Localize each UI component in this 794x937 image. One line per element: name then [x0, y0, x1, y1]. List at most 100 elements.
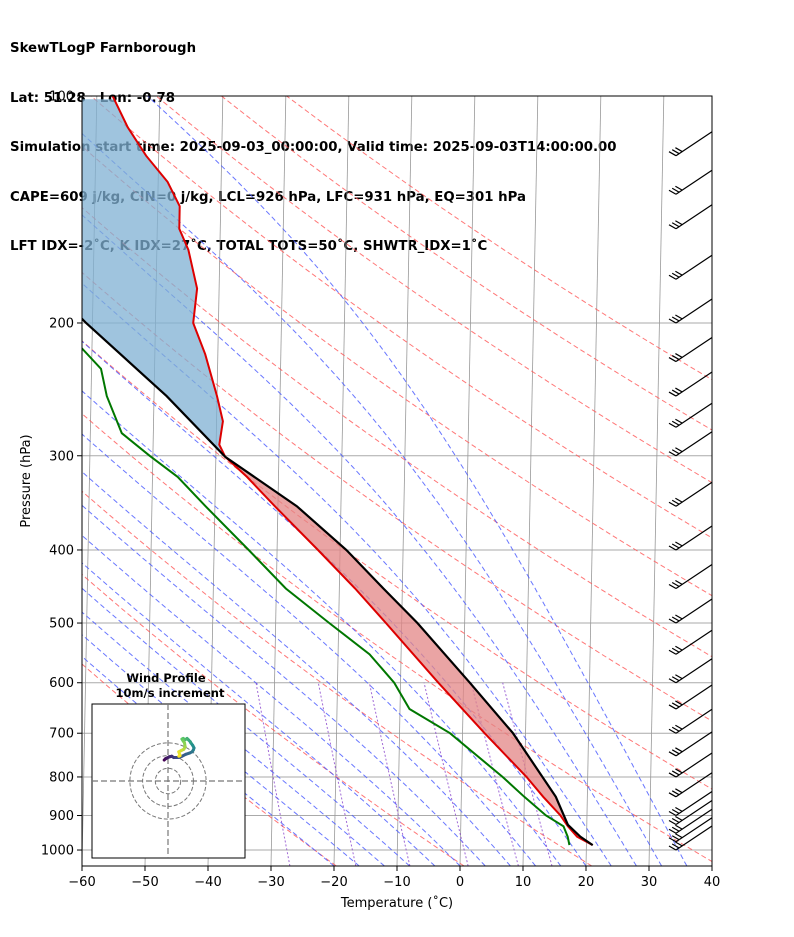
barb-flag [675, 447, 683, 453]
wind-barb [668, 817, 713, 843]
barb-flag [675, 788, 683, 794]
cape-region [82, 99, 226, 457]
x-axis-label: Temperature (˚C) [340, 895, 453, 911]
x-tick-label: 40 [704, 875, 721, 890]
cape-cin-fills [82, 99, 570, 827]
barb-staff [675, 658, 713, 684]
barb-flag [671, 676, 680, 682]
y-tick-label: 800 [49, 770, 74, 785]
wind-barb [668, 684, 713, 710]
barb-flag [675, 645, 683, 651]
wind-barb [668, 629, 713, 655]
hodograph-ring [129, 742, 207, 820]
barb-flag [671, 222, 680, 228]
barb-staff [675, 684, 713, 710]
wind-barb [668, 808, 713, 834]
moist-adiabat [82, 282, 612, 866]
barb-flag [671, 647, 680, 653]
barb-flag [668, 422, 677, 428]
moist-adiabat [82, 132, 663, 866]
barb-flag [668, 678, 677, 684]
barb-flag [671, 187, 680, 193]
barb-flag [671, 355, 680, 361]
barb-flag [675, 768, 683, 774]
barb-flag [671, 817, 680, 824]
barb-flag [668, 819, 677, 826]
barb-staff [675, 254, 713, 280]
barb-flag [668, 318, 677, 324]
isotherm-line [648, 96, 665, 866]
mixing-ratio-line [255, 682, 291, 866]
y-tick-label: 900 [49, 809, 74, 824]
barb-staff [675, 772, 713, 798]
barb-flag [671, 272, 680, 278]
moist-adiabat [82, 390, 562, 866]
x-tick-label: −10 [383, 875, 410, 890]
barb-flag [668, 451, 677, 457]
barb-staff [675, 525, 713, 551]
barb-flag [671, 770, 680, 776]
barb-flag [671, 499, 680, 505]
moist-adiabat [82, 534, 461, 866]
barb-flag [675, 185, 683, 191]
barb-staff [675, 371, 713, 397]
barb-staff [675, 481, 713, 507]
barb-flag [671, 808, 680, 815]
barb-flag [675, 497, 683, 503]
wind-barb [668, 708, 713, 734]
wind-barb [668, 337, 713, 363]
dry-adiabat [82, 145, 712, 597]
wind-barb [668, 169, 713, 195]
x-tick-label: 20 [578, 875, 595, 890]
barb-flag [675, 541, 683, 547]
dry-adiabat [82, 490, 593, 866]
wind-barb [668, 204, 713, 230]
dry-adiabat [82, 413, 712, 863]
barb-staff [675, 402, 713, 428]
moist-adiabat [82, 433, 536, 866]
barb-staff [675, 204, 713, 230]
wind-barb [668, 564, 713, 590]
wind-barbs [668, 131, 713, 851]
barb-staff [675, 564, 713, 590]
isotherm-line [585, 96, 602, 866]
barb-flag [668, 728, 677, 734]
barb-flag [675, 815, 683, 822]
barb-flag [668, 545, 677, 551]
moist-adiabat [82, 634, 360, 866]
barb-flag [671, 449, 680, 455]
barb-flag [668, 224, 677, 230]
barb-flag [675, 747, 683, 753]
barb-flag [675, 387, 683, 393]
x-tick-label: −30 [257, 875, 284, 890]
barb-staff [675, 629, 713, 655]
wind-barb [668, 772, 713, 798]
wind-barb [668, 431, 713, 457]
barb-flag [668, 810, 677, 817]
wind-barb [668, 402, 713, 428]
isotherm-line [711, 845, 712, 866]
y-tick-label: 1000 [41, 844, 74, 859]
wind-barb [668, 791, 713, 817]
dewpoint-line [82, 346, 571, 846]
barb-flag [668, 837, 677, 843]
barb-flag [675, 147, 683, 153]
inset-title: Wind Profile [126, 671, 206, 685]
dry-adiabat [155, 96, 712, 484]
barb-flag [671, 835, 680, 841]
x-tick-label: −20 [320, 875, 347, 890]
barb-staff [675, 598, 713, 624]
barb-flag [668, 772, 677, 778]
barb-flag [671, 702, 680, 708]
barb-flag [675, 700, 683, 706]
barb-flag [675, 418, 683, 424]
barb-flag [675, 674, 683, 680]
barb-flag [668, 391, 677, 397]
profiles [82, 96, 594, 847]
wind-barb [668, 752, 713, 778]
axes: −60 −50 −40 −30 −20 −10 0 10 20 30 40 1000 900 800 700… [41, 90, 720, 891]
barb-flag [668, 751, 677, 757]
barb-flag [671, 790, 680, 796]
barb-flag [675, 724, 683, 730]
